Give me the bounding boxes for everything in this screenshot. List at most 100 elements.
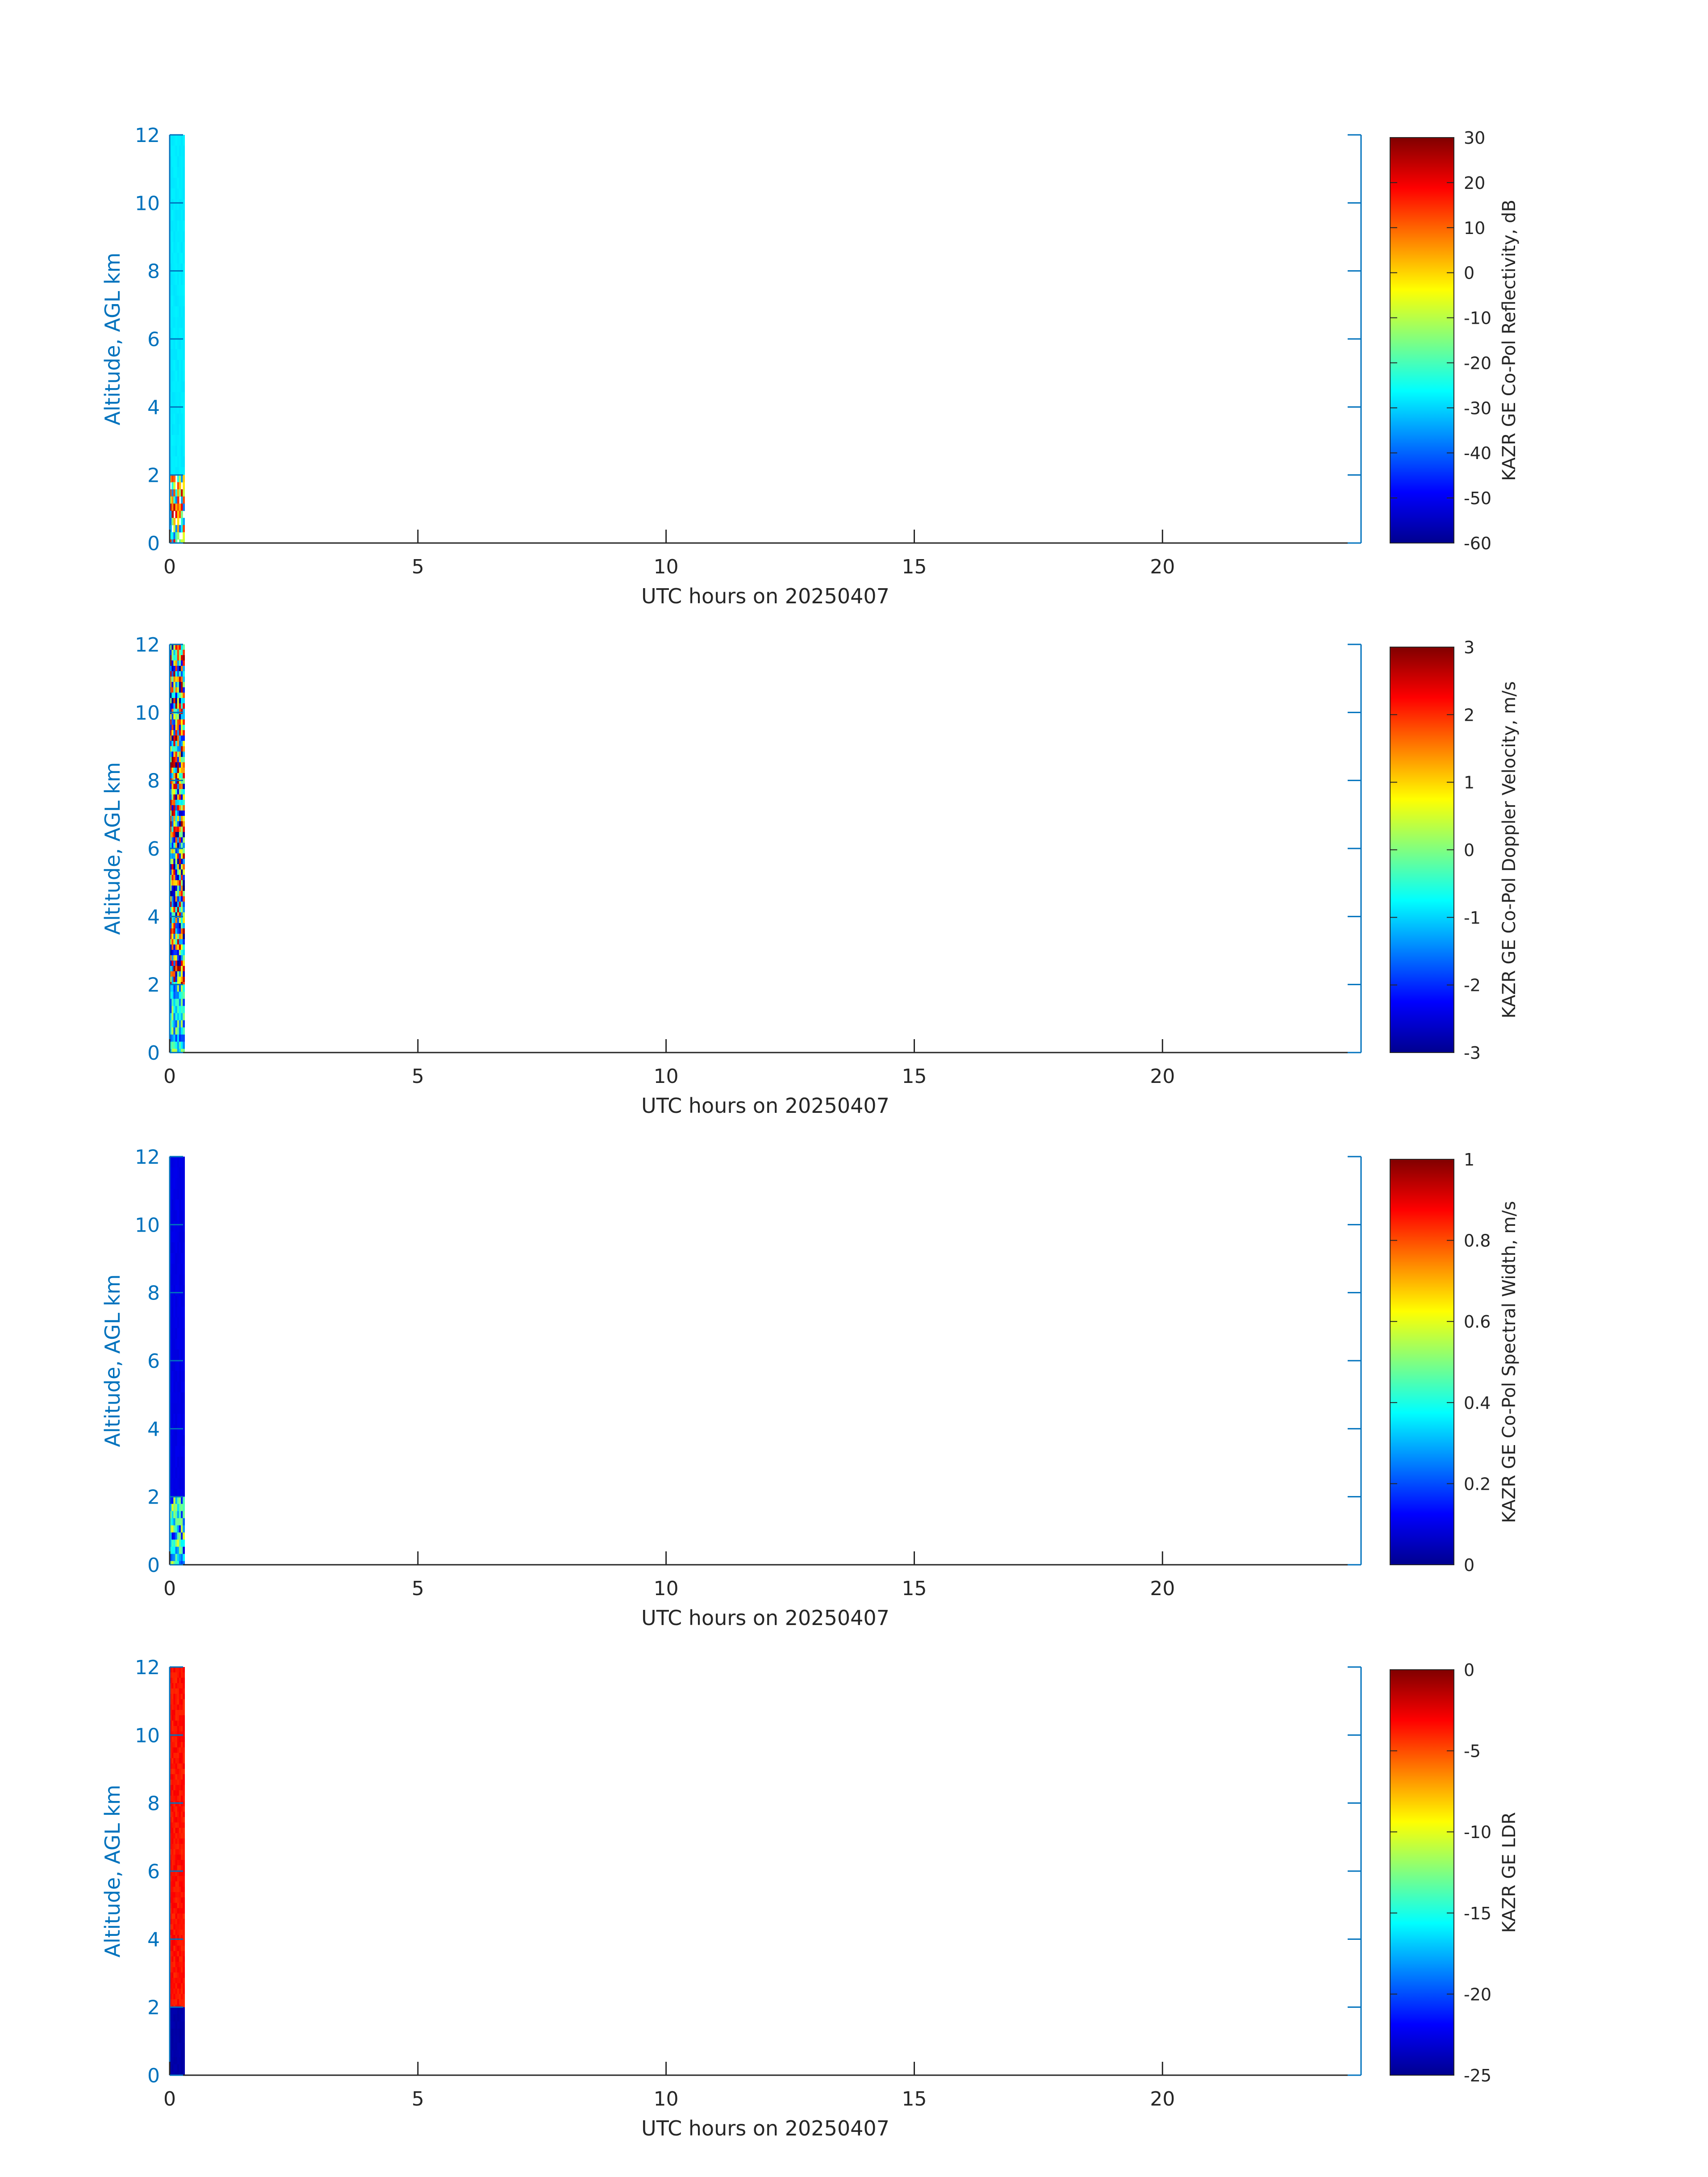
heatmap-cell [179,864,181,870]
heatmap-cell [171,1667,174,1673]
heatmap-cell [183,1694,185,1700]
heatmap-cell [181,1774,183,1780]
heatmap-cell [177,1425,180,1436]
heatmap-cell [175,1715,178,1721]
heatmap-cell [171,2043,174,2051]
heatmap-cell [181,1983,183,1989]
heatmap-cell [177,381,180,393]
heatmap-cell [171,1705,174,1710]
heatmap-cell [173,1518,176,1526]
heatmap-cell [179,1467,181,1479]
heatmap-cell [181,1892,183,1898]
heatmap-cell [183,1667,185,1673]
heatmap-cell [170,1317,172,1329]
heatmap-cell [175,2043,178,2051]
heatmap-cell [179,1049,181,1053]
heatmap-cell [173,1210,176,1221]
heatmap-cell [171,961,174,966]
heatmap-cell [173,907,176,913]
heatmap-cell [173,955,176,961]
heatmap-cell [179,167,181,178]
heatmap-cell [179,1780,181,1785]
heatmap-cell [183,1710,185,1716]
heatmap-cell [171,1435,174,1446]
heatmap-cell [179,789,181,795]
heatmap-cell [179,762,181,768]
heatmap-cell [175,1435,178,1446]
heatmap-cell [177,666,180,672]
heatmap-cell [181,1020,183,1028]
heatmap-cell [183,2007,185,2015]
heatmap-cell [179,435,181,446]
heatmap-cell [179,811,181,816]
heatmap-cell [183,1897,185,1903]
heatmap-cell [175,146,178,157]
heatmap-cell [171,178,174,189]
heatmap-cell [173,1860,176,1866]
heatmap-cell [177,955,180,961]
heatmap-cell [179,735,181,741]
heatmap-cell [183,525,185,533]
heatmap-cell [171,928,174,934]
heatmap-cell [177,1496,180,1504]
heatmap-cell [179,709,181,715]
heatmap-cell [183,1561,185,1565]
heatmap-cell [179,928,181,934]
heatmap-cell [177,1167,180,1178]
heatmap-cell [175,510,178,518]
heatmap-cell [183,1763,185,1769]
heatmap-cell [170,475,172,483]
heatmap-cell [173,1855,176,1860]
heatmap-cell [183,1956,185,1962]
heatmap-cell [171,1371,174,1382]
heatmap-cell [177,1769,180,1775]
heatmap-cell [175,714,178,720]
heatmap-cell [175,1855,178,1860]
heatmap-cell [179,991,181,999]
heatmap-cell [183,456,185,468]
heatmap-cell [170,918,172,923]
heatmap-cell [183,650,185,656]
heatmap-cell [177,816,180,822]
heatmap-cell [181,167,183,178]
heatmap-cell [173,518,176,526]
heatmap-cell [181,1382,183,1393]
heatmap-cell [179,328,181,339]
heatmap-cell [175,1967,178,1973]
heatmap-cell [173,1532,176,1540]
x-tick-label: 5 [412,1577,424,1600]
heatmap-cell [173,1546,176,1554]
heatmap-cell [179,752,181,757]
heatmap-cell [177,918,180,923]
heatmap-cell [173,1027,176,1035]
heatmap-cell [177,231,180,242]
heatmap-cell [171,496,174,504]
heatmap-cell [173,1817,176,1823]
heatmap-cell [177,253,180,264]
heatmap-cell [181,1881,183,1887]
heatmap-cell [170,735,172,741]
heatmap-cell [175,1049,178,1053]
heatmap-cell [179,1871,181,1876]
heatmap-cell [175,1726,178,1732]
heatmap-cell [177,869,180,875]
heatmap-cell [171,1780,174,1785]
heatmap-cell [173,2071,176,2075]
heatmap-cell [170,1232,172,1243]
heatmap-cell [171,1849,174,1855]
heatmap-cell [179,682,181,688]
heatmap-cell [177,1274,180,1286]
heatmap-cell [181,1694,183,1700]
heatmap-cell [183,896,185,902]
heatmap-cell [181,349,183,360]
heatmap-cell [171,999,174,1007]
heatmap-data [170,644,185,1053]
heatmap-cell [183,816,185,822]
heatmap-cell [170,1780,172,1785]
heatmap-cell [170,1951,172,1957]
heatmap-cell [177,1694,180,1700]
heatmap-cell [173,923,176,929]
heatmap-cell [175,1518,178,1526]
heatmap-cell [170,1769,172,1775]
